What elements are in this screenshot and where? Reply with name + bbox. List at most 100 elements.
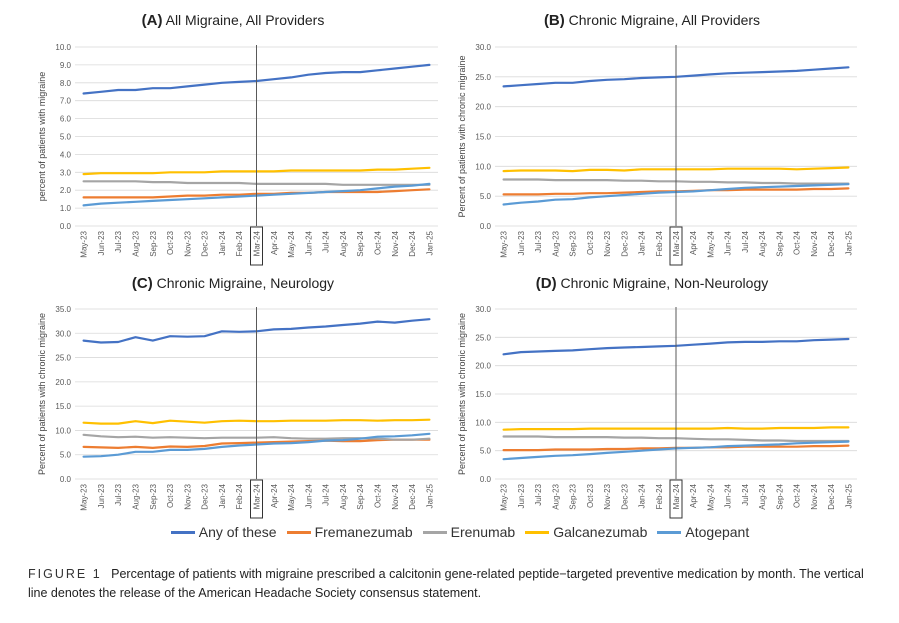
x-tick-label: Sep-23 [149, 483, 158, 509]
x-tick-label: Aug-23 [132, 483, 141, 509]
x-tick-label: Aug-24 [339, 483, 348, 509]
chart-panel-a: (A) All Migraine, All Providers 0.0 1.0 2.0… [37, 12, 438, 266]
panel-letter: (C) [132, 275, 153, 292]
legend-item-galcanezumab: Galcanezumab [525, 524, 647, 540]
x-tick-label: Apr-24 [270, 483, 279, 508]
x-tick-label: Jul-23 [534, 230, 543, 252]
x-tick-label: Dec-24 [408, 483, 417, 509]
panel-letter: (B) [544, 12, 565, 29]
y-tick-label: 1.0 [60, 204, 72, 213]
x-tick-label: Jul-23 [114, 230, 123, 252]
y-tick-label: 2.0 [60, 186, 72, 195]
highlight-month-box [250, 226, 263, 266]
y-tick-label: 15.0 [475, 390, 491, 399]
x-tick-label: Feb-24 [655, 230, 664, 256]
x-tick-label: Jun-23 [97, 483, 106, 508]
highlight-month-box [250, 479, 263, 519]
x-tick-label: Jan-25 [844, 230, 853, 255]
x-tick-label: Jan-24 [218, 483, 227, 508]
panel-title: Chronic Migraine, All Providers [565, 12, 760, 28]
y-tick-label: 10.0 [475, 162, 491, 171]
x-tick-label: Jun-24 [304, 230, 313, 255]
chart-title: (B) Chronic Migraine, All Providers [544, 12, 760, 29]
x-tick-label: Dec-23 [201, 230, 210, 256]
x-tick-label: Oct-23 [166, 230, 175, 255]
x-tick-label: Aug-23 [132, 230, 141, 256]
x-tick-label: Jul-23 [114, 483, 123, 505]
y-tick-label: 5.0 [60, 133, 72, 142]
x-tick-label: Jun-23 [517, 483, 526, 508]
x-tick-label: Oct-24 [374, 230, 383, 255]
y-axis-label: Percent of patients with chronic migrain… [457, 313, 467, 475]
y-tick-label: 35.0 [55, 305, 71, 314]
x-tick-label: May-23 [80, 483, 89, 510]
x-tick-label: Mar-24 [253, 230, 262, 256]
x-tick-label: Jun-24 [724, 230, 733, 255]
x-tick-label: Apr-24 [270, 230, 279, 255]
x-tick-label: Aug-24 [758, 483, 767, 509]
legend-swatch [422, 530, 447, 534]
x-tick-label: May-24 [706, 230, 715, 257]
x-tick-label: Dec-23 [201, 483, 210, 509]
y-tick-label: 25.0 [475, 333, 491, 342]
y-tick-label: 3.0 [60, 168, 72, 177]
x-tick-label: Jan-24 [638, 230, 647, 255]
y-tick-label: 7.0 [60, 97, 72, 106]
chart-panel-b: (B) Chronic Migraine, All Providers 0.0 5.… [457, 12, 857, 266]
x-tick-label: Jan-25 [844, 483, 853, 508]
x-tick-label: Apr-24 [689, 230, 698, 255]
y-tick-label: 0.0 [60, 222, 72, 231]
y-axis-label: Percent of patients with chronic migrain… [457, 55, 467, 217]
caption-text: Percentage of patients with migraine pre… [28, 567, 864, 600]
x-tick-label: Dec-24 [827, 483, 836, 509]
chart-title: (C) Chronic Migraine, Neurology [132, 275, 334, 292]
y-tick-label: 30.0 [475, 43, 491, 52]
highlight-month-box [669, 479, 683, 519]
panel-letter: (D) [536, 275, 557, 292]
y-tick-label: 0.0 [480, 222, 492, 231]
chart-panel-c: (C) Chronic Migraine, Neurology 0.0 5.0 10.… [37, 275, 438, 519]
y-tick-label: 25.0 [55, 354, 71, 363]
x-tick-label: Nov-23 [183, 483, 192, 509]
x-tick-label: Sep-23 [569, 230, 578, 256]
y-tick-label: 20.0 [475, 103, 491, 112]
x-tick-label: Jul-24 [322, 230, 331, 252]
chart-legend: Any of these Fremanezumab Erenumab Galcanez… [120, 521, 800, 543]
x-tick-label: Dec-24 [827, 230, 836, 256]
figure-caption: FIGURE 1 Percentage of patients with mig… [28, 565, 878, 603]
x-tick-label: Jun-24 [724, 483, 733, 508]
x-tick-label: Sep-24 [775, 483, 784, 509]
x-tick-label: Nov-23 [603, 483, 612, 509]
y-tick-label: 4.0 [60, 150, 72, 159]
legend-item-fremanezumab: Fremanezumab [286, 524, 413, 540]
caption-label: FIGURE 1 [28, 567, 102, 581]
x-tick-label: Aug-24 [339, 230, 348, 256]
y-tick-label: 0.0 [60, 475, 72, 484]
x-tick-label: Oct-23 [586, 230, 595, 255]
x-tick-label: Jul-24 [741, 483, 750, 505]
x-tick-label: Apr-24 [689, 483, 698, 508]
x-tick-label: Aug-23 [551, 230, 560, 256]
x-tick-label: Nov-24 [391, 230, 400, 256]
x-tick-label: Nov-23 [183, 230, 192, 256]
legend-label: Galcanezumab [553, 524, 648, 540]
x-tick-label: Mar-24 [672, 230, 681, 256]
y-tick-label: 25.0 [475, 73, 491, 82]
y-tick-label: 5.0 [480, 447, 492, 456]
x-tick-label: Dec-24 [408, 230, 417, 256]
y-tick-label: 5.0 [480, 192, 492, 201]
panel-title: Chronic Migraine, Non-Neurology [557, 275, 769, 291]
x-tick-label: Jul-24 [741, 230, 750, 252]
y-tick-label: 10.0 [55, 43, 71, 52]
x-tick-label: Sep-24 [356, 483, 365, 509]
x-tick-label: Jan-25 [425, 230, 434, 255]
y-axis-label: Percent of patients with chronic migrain… [37, 313, 47, 475]
legend-label: Atogepant [685, 524, 750, 540]
x-tick-label: May-24 [706, 483, 715, 510]
x-tick-label: Oct-24 [793, 483, 802, 508]
highlight-month-box [669, 226, 683, 266]
legend-item-atogepant: Atogepant [657, 524, 749, 540]
x-tick-label: May-23 [500, 483, 509, 510]
legend-item-erenumab: Erenumab [422, 524, 515, 540]
x-tick-label: Mar-24 [672, 483, 681, 509]
